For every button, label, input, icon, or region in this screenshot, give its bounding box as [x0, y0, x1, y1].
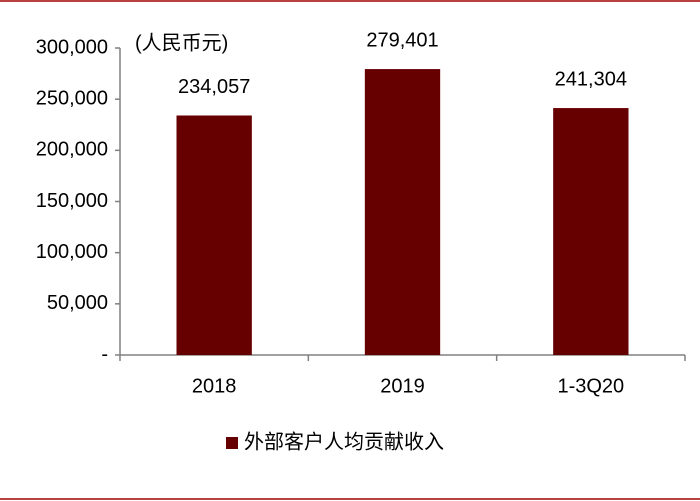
bar — [553, 108, 629, 355]
value-label: 241,304 — [555, 68, 627, 90]
legend-label: 外部客户人均贡献收入 — [244, 430, 444, 453]
value-label: 234,057 — [178, 76, 250, 98]
y-tick-label: 100,000 — [36, 241, 108, 263]
x-tick-label: 2018 — [192, 375, 237, 397]
bar — [176, 115, 252, 356]
legend-swatch — [226, 437, 238, 449]
x-tick-label: 1-3Q20 — [557, 375, 624, 397]
y-tick-label: 200,000 — [36, 139, 108, 161]
unit-label: (人民币元) — [135, 31, 228, 54]
y-tick-label: 150,000 — [36, 190, 108, 212]
value-label: 279,401 — [366, 29, 438, 51]
y-tick-label: 50,000 — [47, 292, 108, 314]
bar — [364, 69, 441, 355]
x-tick-label: 2019 — [380, 375, 425, 397]
y-tick-label: 250,000 — [36, 87, 108, 109]
y-tick-label: - — [101, 343, 108, 365]
y-tick-label: 300,000 — [36, 36, 108, 58]
